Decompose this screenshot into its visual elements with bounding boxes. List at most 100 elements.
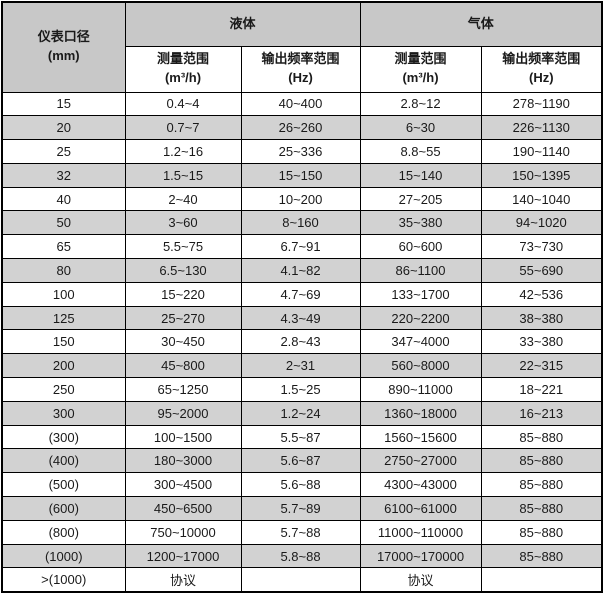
value-cell: 60~600 (359, 234, 482, 260)
value-cell: 33~380 (480, 329, 603, 355)
value-cell: 18~221 (480, 377, 603, 402)
value-cell: 85~880 (480, 472, 603, 498)
header-group-gas: 气体 (359, 1, 603, 47)
value-cell: 5.7~88 (240, 519, 361, 545)
diameter-cell: 300 (1, 400, 126, 426)
value-cell: 6~30 (359, 115, 482, 141)
table-row: (400) 180~3000 5.6~87 2750~27000 85~880 (1, 448, 603, 474)
value-cell: 150~1395 (480, 162, 603, 188)
value-cell: 17000~170000 (359, 543, 482, 569)
header-liquid-frequency-range-unit: (Hz) (288, 70, 313, 85)
value-cell: 27~205 (359, 186, 482, 212)
value-cell: 38~380 (480, 305, 603, 331)
value-cell: 73~730 (480, 234, 603, 260)
value-cell: 2~40 (124, 186, 242, 212)
value-cell: 220~2200 (359, 305, 482, 331)
value-cell: 26~260 (240, 115, 361, 141)
value-cell: 协议 (359, 567, 482, 593)
value-cell: 5.7~89 (240, 496, 361, 521)
value-cell: 4300~43000 (359, 472, 482, 498)
value-cell: 750~10000 (124, 519, 242, 545)
value-cell: 1200~17000 (124, 543, 242, 569)
diameter-cell: 15 (1, 91, 126, 117)
table-row: 50 3~60 8~160 35~380 94~1020 (1, 210, 603, 236)
value-cell: 1.5~25 (240, 377, 361, 402)
value-cell: 15~150 (240, 162, 361, 188)
header-gas-frequency-range: 输出频率范围 (Hz) (480, 45, 603, 93)
table-row: 40 2~40 10~200 27~205 140~1040 (1, 186, 603, 212)
diameter-cell: 250 (1, 377, 126, 402)
value-cell: 6.7~91 (240, 234, 361, 260)
value-cell: 35~380 (359, 210, 482, 236)
diameter-cell: 150 (1, 329, 126, 355)
value-cell: 1.2~16 (124, 139, 242, 164)
table-row: 300 95~2000 1.2~24 1360~18000 16~213 (1, 400, 603, 426)
value-cell: 86~1100 (359, 258, 482, 283)
diameter-cell: (300) (1, 424, 126, 450)
value-cell: 2.8~12 (359, 91, 482, 117)
value-cell: 300~4500 (124, 472, 242, 498)
value-cell: 3~60 (124, 210, 242, 236)
value-cell: 85~880 (480, 519, 603, 545)
header-meter-diameter-label: 仪表口径 (37, 29, 90, 45)
value-cell: 30~450 (124, 329, 242, 355)
diameter-cell: 50 (1, 210, 126, 236)
header-liquid-measure-range-unit: (m³/h) (164, 70, 202, 85)
value-cell: 347~4000 (359, 329, 482, 355)
diameter-cell: 65 (1, 234, 126, 260)
table-row: 150 30~450 2.8~43 347~4000 33~380 (1, 329, 603, 355)
value-cell: 42~536 (480, 281, 603, 307)
value-cell: 450~6500 (124, 496, 242, 521)
value-cell: 0.7~7 (124, 115, 242, 141)
value-cell: 6.5~130 (124, 258, 242, 283)
value-cell: 65~1250 (124, 377, 242, 402)
diameter-cell: 40 (1, 186, 126, 212)
header-liquid-frequency-range-label: 输出频率范围 (261, 51, 340, 67)
value-cell: 180~3000 (124, 448, 242, 474)
value-cell: 1.2~24 (240, 400, 361, 426)
diameter-cell: 20 (1, 115, 126, 141)
diameter-cell: 100 (1, 281, 126, 307)
value-cell: 100~1500 (124, 424, 242, 450)
value-cell: 95~2000 (124, 400, 242, 426)
value-cell: 协议 (124, 567, 242, 593)
table-row: 15 0.4~4 40~400 2.8~12 278~1190 (1, 91, 603, 117)
diameter-cell: 200 (1, 353, 126, 379)
value-cell: 133~1700 (359, 281, 482, 307)
value-cell: 25~270 (124, 305, 242, 331)
header-gas-measure-range-unit: (m³/h) (402, 70, 439, 85)
value-cell: 85~880 (480, 448, 603, 474)
value-cell: 85~880 (480, 496, 603, 521)
diameter-cell: (800) (1, 519, 126, 545)
header-liquid-measure-range-label: 测量范围 (156, 51, 209, 67)
diameter-cell: (500) (1, 472, 126, 498)
value-cell: 94~1020 (480, 210, 603, 236)
header-row-groups: 仪表口径 (mm) 液体 气体 (1, 1, 603, 93)
value-cell: 55~690 (480, 258, 603, 283)
diameter-cell: (600) (1, 496, 126, 521)
header-gas-measure-range-label: 测量范围 (394, 51, 447, 67)
value-cell: 85~880 (480, 424, 603, 450)
value-cell: 16~213 (480, 400, 603, 426)
diameter-cell: >(1000) (1, 567, 126, 593)
table-header: 仪表口径 (mm) 液体 气体 测量范围 (m³/h) 输出频率范围 (Hz) … (1, 1, 603, 93)
value-cell: 0.4~4 (124, 91, 242, 117)
value-cell: 40~400 (240, 91, 361, 117)
value-cell: 5.5~75 (124, 234, 242, 260)
header-row-subcolumns: 测量范围 (m³/h) 输出频率范围 (Hz) 测量范围 (m³/h) 输出频率… (2, 45, 603, 93)
table-row: 32 1.5~15 15~150 15~140 150~1395 (1, 162, 603, 188)
diameter-cell: 25 (1, 139, 126, 164)
table-body: 15 0.4~4 40~400 2.8~12 278~1190 20 0.7~7 26~260… (1, 91, 603, 593)
table-row: (1000) 1200~17000 5.8~88 17000~170000 85~880 (1, 543, 603, 569)
table-row: 125 25~270 4.3~49 220~2200 38~380 (1, 305, 603, 331)
diameter-cell: (400) (1, 448, 126, 474)
value-cell: 1.5~15 (124, 162, 242, 188)
value-cell: 226~1130 (480, 115, 603, 141)
table-row: 25 1.2~16 25~336 8.8~55 190~1140 (1, 139, 603, 164)
header-liquid-frequency-range: 输出频率范围 (Hz) (240, 45, 361, 93)
header-gas-frequency-range-label: 输出频率范围 (502, 51, 581, 67)
value-cell: 560~8000 (359, 353, 482, 379)
value-cell: 8.8~55 (359, 139, 482, 164)
